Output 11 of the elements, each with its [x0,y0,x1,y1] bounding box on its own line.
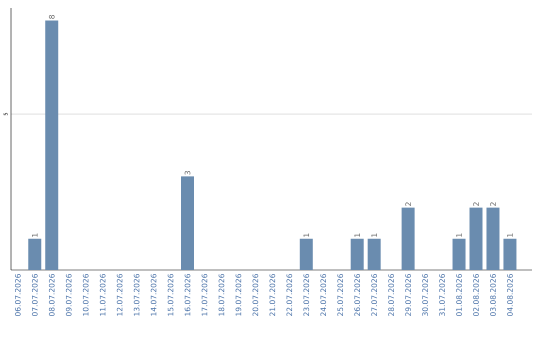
bar [486,208,500,270]
bar [300,238,313,270]
bar [28,238,42,270]
bar [503,238,516,270]
bar [350,238,364,270]
bar [402,208,415,270]
bar [368,238,381,270]
bar [470,208,483,270]
bar [45,20,58,270]
bar [452,238,466,270]
bar [181,176,194,270]
